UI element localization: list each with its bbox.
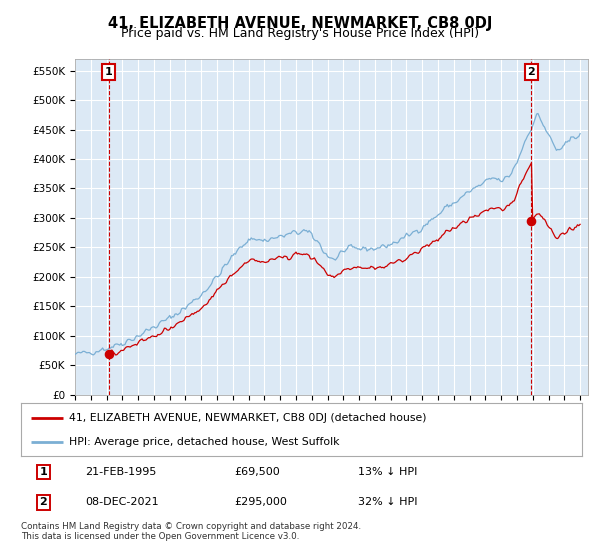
Text: 21-FEB-1995: 21-FEB-1995	[86, 467, 157, 477]
Text: £69,500: £69,500	[234, 467, 280, 477]
Text: Contains HM Land Registry data © Crown copyright and database right 2024.
This d: Contains HM Land Registry data © Crown c…	[21, 522, 361, 542]
Text: £295,000: £295,000	[234, 497, 287, 507]
Text: HPI: Average price, detached house, West Suffolk: HPI: Average price, detached house, West…	[68, 437, 339, 447]
Text: 41, ELIZABETH AVENUE, NEWMARKET, CB8 0DJ (detached house): 41, ELIZABETH AVENUE, NEWMARKET, CB8 0DJ…	[68, 413, 426, 423]
Text: 32% ↓ HPI: 32% ↓ HPI	[358, 497, 417, 507]
Text: 41, ELIZABETH AVENUE, NEWMARKET, CB8 0DJ: 41, ELIZABETH AVENUE, NEWMARKET, CB8 0DJ	[108, 16, 492, 31]
Point	[104, 349, 113, 358]
Text: Price paid vs. HM Land Registry's House Price Index (HPI): Price paid vs. HM Land Registry's House …	[121, 27, 479, 40]
Text: 2: 2	[40, 497, 47, 507]
Point	[527, 216, 536, 225]
Text: 1: 1	[105, 67, 112, 77]
Text: 2: 2	[527, 67, 535, 77]
Text: 13% ↓ HPI: 13% ↓ HPI	[358, 467, 417, 477]
Text: 1: 1	[40, 467, 47, 477]
Text: 08-DEC-2021: 08-DEC-2021	[86, 497, 159, 507]
